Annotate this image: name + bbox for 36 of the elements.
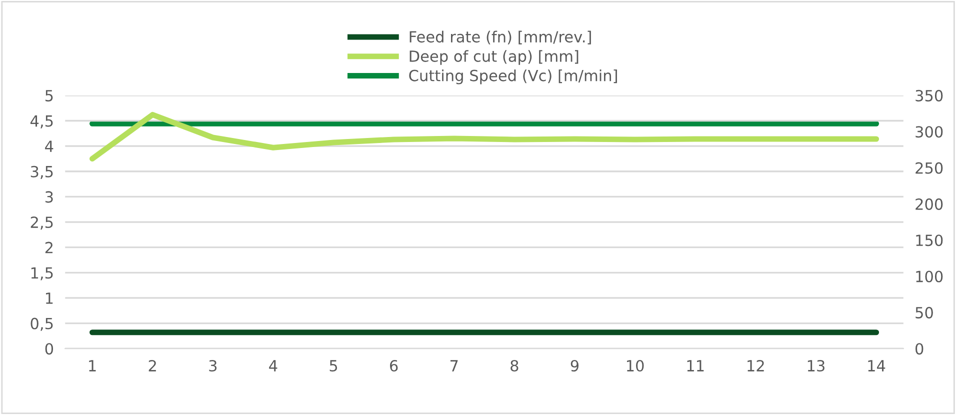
y-tick-label: 2,5: [30, 216, 53, 230]
x-tick-label: 12: [748, 360, 764, 372]
x-tick-label: 13: [808, 360, 824, 372]
y2-tick-label: 50: [916, 306, 933, 318]
x-tick-label: 3: [209, 360, 217, 372]
y-tick-label: 2: [45, 242, 53, 254]
x-tick-label: 8: [510, 360, 518, 372]
y-tick-label: 3: [45, 191, 53, 203]
legend-label: Deep of cut (ap) [mm]: [410, 50, 578, 65]
y-tick-label: 0,5: [30, 318, 53, 331]
y-tick-label: 5: [45, 90, 53, 102]
x-tick-label: 1: [89, 360, 96, 372]
x-tick-label: 11: [687, 360, 704, 372]
y-tick-label: 4: [45, 140, 54, 152]
x-tick-label: 2: [148, 360, 156, 372]
legend-label: Cutting Speed (Vc) [m/min]: [409, 69, 617, 84]
y2-tick-label: 0: [916, 343, 924, 355]
x-tick-label: 9: [570, 360, 579, 372]
y2-tick-label: 200: [916, 198, 943, 210]
x-tick-label: 10: [626, 360, 644, 372]
y-tick-label: 1: [46, 292, 53, 304]
y2-tick-label: 150: [916, 234, 943, 246]
x-tick-label: 7: [450, 360, 458, 372]
legend-label: Feed rate (fn) [mm/rev.]: [410, 30, 591, 44]
y2-tick-label: 100: [916, 270, 943, 282]
y2-tick-label: 300: [916, 126, 943, 138]
y2-tick-label: 250: [916, 162, 943, 174]
y-tick-label: 4,5: [30, 115, 53, 128]
x-tick-label: 14: [868, 360, 886, 372]
y-tick-label: 3,5: [30, 166, 53, 179]
x-tick-label: 4: [269, 360, 278, 372]
x-tick-label: 5: [330, 360, 338, 372]
x-tick-label: 6: [390, 360, 398, 372]
y-tick-label: 0: [45, 343, 54, 355]
y2-tick-label: 350: [916, 90, 943, 102]
y-tick-label: 1,5: [31, 267, 53, 280]
